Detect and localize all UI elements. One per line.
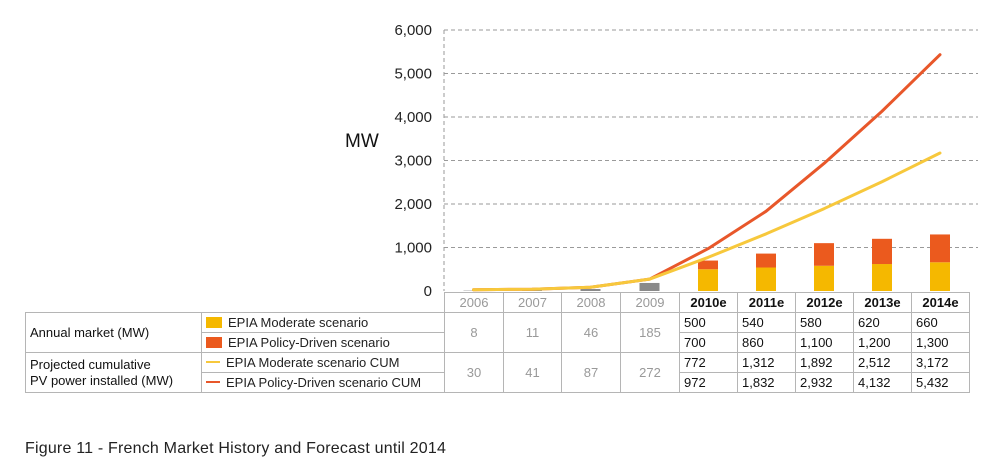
y-tick-label: 2,000 (394, 196, 432, 213)
year-label: 2007 (503, 292, 562, 313)
y-tick-label: 3,000 (394, 153, 432, 170)
bar-moderate (814, 265, 834, 291)
table-row: EPIA Policy-Driven scenario CUM 972 1,83… (26, 372, 970, 393)
legend-policy-cum: EPIA Policy-Driven scenario CUM (201, 372, 445, 393)
year-label: 2013e (853, 292, 912, 313)
y-tick-label: 0 (424, 283, 432, 300)
year-label: 2011e (737, 292, 796, 313)
policy-swatch (206, 337, 222, 348)
bar-historical (639, 282, 660, 291)
year-label: 2006 (444, 292, 504, 313)
y-tick-label: 6,000 (394, 22, 432, 39)
year-label: 2009 (620, 292, 680, 313)
figure-caption: Figure 11 - French Market History and Fo… (25, 440, 447, 457)
bar-moderate (930, 262, 950, 291)
chart: 0 1,000 2,000 3,000 4,000 5,000 6,000 MW (345, 22, 978, 300)
y-tick-label: 1,000 (394, 240, 432, 257)
bar-policy-driven (872, 238, 892, 265)
legend-moderate: EPIA Moderate scenario (201, 312, 445, 333)
year-label: 2014e (911, 292, 970, 313)
legend-policy: EPIA Policy-Driven scenario (201, 332, 445, 353)
y-tick-label: 4,000 (394, 109, 432, 126)
bar-moderate (756, 267, 776, 291)
legend-moderate-cum: EPIA Moderate scenario CUM (201, 352, 445, 373)
lines (472, 53, 942, 292)
line-policy-cum (472, 53, 942, 292)
bars (463, 234, 950, 291)
bar-policy-driven (756, 253, 776, 268)
data-table: 2006 2007 2008 2009 2010e 2011e 2012e 20… (25, 292, 970, 393)
bar-policy-driven (814, 243, 834, 266)
y-tick-label: 5,000 (394, 66, 432, 83)
year-label: 2010e (679, 292, 738, 313)
annual-market-label: Annual market (MW) (25, 312, 202, 353)
bar-moderate (698, 269, 718, 291)
bar-policy-driven (698, 260, 718, 270)
bar-historical (580, 288, 601, 291)
bar-policy-driven (930, 234, 950, 263)
year-label: 2008 (561, 292, 621, 313)
line-moderate-cum (472, 151, 942, 292)
table-row: Projected cumulative PV power installed (… (25, 352, 970, 393)
year-header-row: 2006 2007 2008 2009 2010e 2011e 2012e 20… (25, 292, 970, 313)
year-label: 2012e (795, 292, 854, 313)
policy-cum-line-swatch (206, 381, 220, 383)
y-tick-labels: 0 1,000 2,000 3,000 4,000 5,000 6,000 (394, 22, 432, 300)
grid-lines (443, 29, 978, 291)
bar-moderate (872, 264, 892, 291)
y-axis-label: MW (345, 131, 379, 152)
moderate-cum-line-swatch (206, 361, 220, 363)
cumulative-label: Projected cumulative PV power installed (… (25, 352, 202, 393)
table-row: Annual market (MW) EPIA Moderate scenari… (25, 312, 970, 353)
moderate-swatch (206, 317, 222, 328)
